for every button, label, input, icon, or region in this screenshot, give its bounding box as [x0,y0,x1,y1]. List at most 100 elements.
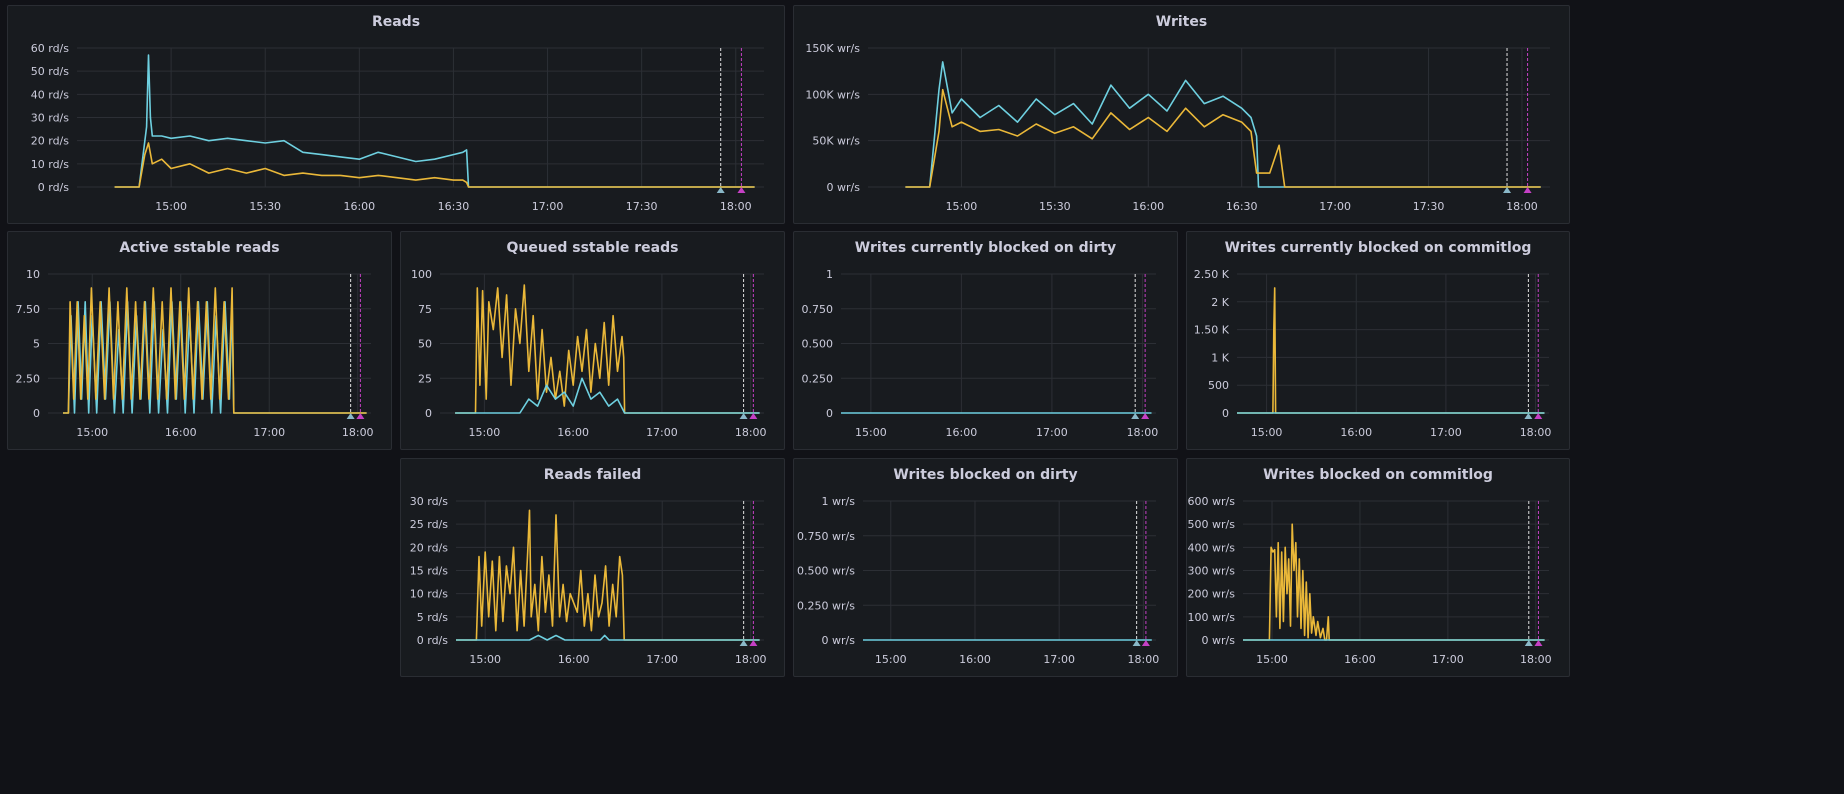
x-tick-label: 16:30 [438,200,470,213]
y-tick-label: 10 rd/s [410,588,449,601]
panel-writes-currently-blocked-commitlog: Writes currently blocked on commitlog 2.… [1186,231,1570,450]
x-tick-label: 15:00 [469,653,501,666]
y-tick-label: 2.50 K [1194,268,1230,281]
x-tick-label: 15:00 [469,426,501,439]
panel-active-sstable-reads: Active sstable reads 10 7.50 5 2.50 0 15:00 16… [7,231,392,450]
y-tick-label: 60 rd/s [31,42,70,55]
y-tick-label: 5 [33,338,40,351]
annotation-marker[interactable] [716,187,725,193]
y-tick-label: 10 [26,268,40,281]
y-tick-label: 1.50 K [1194,324,1230,337]
annotation-marker[interactable] [346,413,355,419]
annotation-marker[interactable] [739,640,748,646]
x-tick-label: 17:00 [532,200,564,213]
x-tick-label: 16:00 [165,426,197,439]
x-tick-label: 18:00 [1128,653,1160,666]
y-tick-label: 150K wr/s [805,42,860,55]
y-tick-label: 0 wr/s [1202,634,1236,647]
x-tick-label: 16:00 [1344,653,1376,666]
x-tick-label: 15:00 [1251,426,1283,439]
series-line-1 [456,634,760,641]
x-tick-label: 18:00 [342,426,374,439]
x-tick-label: 16:00 [959,653,991,666]
y-tick-label: 75 [418,303,432,316]
series-line-0 [456,509,760,641]
writes-blocked-dirty-chart: 1 wr/s 0.750 wr/s 0.500 wr/s 0.250 wr/s 0 wr… [797,495,1160,666]
annotation-marker[interactable] [356,413,365,419]
annotation-marker[interactable] [1132,640,1141,646]
y-tick-label: 1 [826,268,833,281]
panel-title: Writes blocked on dirty [893,467,1078,483]
x-tick-label: 16:00 [343,200,375,213]
x-tick-label: 18:00 [1520,653,1552,666]
y-tick-label: 0.500 [802,338,834,351]
annotation-marker[interactable] [1141,413,1150,419]
queued-sstable-reads-chart: 100 75 50 25 0 15:00 16:00 17:00 18:00 [411,268,767,439]
y-tick-label: 20 rd/s [410,541,449,554]
x-tick-label: 17:00 [253,426,285,439]
y-tick-label: 600 wr/s [1188,495,1236,508]
x-tick-label: 15:30 [1039,200,1071,213]
x-tick-label: 16:00 [558,653,590,666]
y-tick-label: 0.750 [802,303,834,316]
series-line-1 [455,377,760,414]
y-tick-label: 100K wr/s [805,88,860,101]
x-tick-label: 18:00 [720,200,752,213]
y-tick-label: 25 [418,372,432,385]
y-tick-label: 7.50 [16,303,41,316]
x-tick-label: 17:00 [1036,426,1068,439]
y-tick-label: 1 wr/s [822,495,856,508]
reads-failed-chart: 30 rd/s 25 rd/s 20 rd/s 15 rd/s 10 rd/s 5 rd/… [410,495,767,666]
x-tick-label: 16:30 [1226,200,1258,213]
active-sstable-reads-chart: 10 7.50 5 2.50 0 15:00 16:00 17:00 18:00 [16,268,374,439]
annotation-marker[interactable] [749,413,758,419]
annotation-marker[interactable] [1131,413,1140,419]
x-tick-label: 17:30 [1413,200,1445,213]
annotation-marker[interactable] [1534,413,1543,419]
y-tick-label: 50 rd/s [31,65,70,78]
writes-chart: 150K wr/s 100K wr/s 50K wr/s 0 wr/s 15:00 15:… [805,42,1550,213]
y-tick-label: 1 K [1211,351,1229,364]
y-tick-label: 500 wr/s [1188,518,1236,531]
annotation-marker[interactable] [749,640,758,646]
y-tick-label: 15 rd/s [410,565,449,578]
x-tick-label: 15:00 [76,426,108,439]
annotation-marker[interactable] [1524,640,1533,646]
y-tick-label: 30 rd/s [410,495,449,508]
y-tick-label: 2 K [1211,296,1229,309]
panel-writes-blocked-commitlog: Writes blocked on commitlog 600 wr/s 500 … [1186,458,1570,677]
x-tick-label: 15:30 [249,200,281,213]
panel-reads: Reads 60 rd/s 50 rd/s 40 rd/s 30 rd/s 20 rd/… [7,5,785,224]
x-tick-label: 17:00 [1432,653,1464,666]
x-tick-label: 17:00 [1430,426,1462,439]
y-tick-label: 25 rd/s [410,518,449,531]
series-line-0 [114,54,755,188]
y-tick-label: 400 wr/s [1188,541,1236,554]
x-tick-label: 15:00 [1256,653,1288,666]
y-tick-label: 100 [411,268,432,281]
x-tick-label: 17:30 [626,200,658,213]
series-line-1 [905,88,1541,188]
panel-title: Writes blocked on commitlog [1263,467,1493,483]
x-tick-label: 18:00 [735,426,767,439]
annotation-marker[interactable] [1524,413,1533,419]
annotation-marker[interactable] [737,187,746,193]
annotation-marker[interactable] [1503,187,1512,193]
panel-title: Reads [371,14,421,30]
annotation-marker[interactable] [739,413,748,419]
annotation-marker[interactable] [1141,640,1150,646]
x-tick-label: 18:00 [1127,426,1159,439]
writes-blocked-commitlog-chart: 600 wr/s 500 wr/s 400 wr/s 300 wr/s 200 wr/s… [1188,495,1552,666]
y-tick-label: 0 [33,407,40,420]
writes-currently-blocked-commitlog-chart: 2.50 K 2 K 1.50 K 1 K 500 0 15:00 16:00 17:00 18:… [1194,268,1552,439]
y-tick-label: 0 [425,407,432,420]
annotation-marker[interactable] [1534,640,1543,646]
x-tick-label: 17:00 [646,426,678,439]
panel-title: Reads failed [543,467,642,483]
annotation-marker[interactable] [1523,187,1532,193]
panel-reads-failed: Reads failed 30 rd/s 25 rd/s 20 rd/s 15 rd/… [400,458,785,677]
panel-title: Queued sstable reads [506,240,679,256]
x-tick-label: 17:00 [1043,653,1075,666]
x-tick-label: 16:00 [1340,426,1372,439]
y-tick-label: 0 wr/s [827,181,861,194]
